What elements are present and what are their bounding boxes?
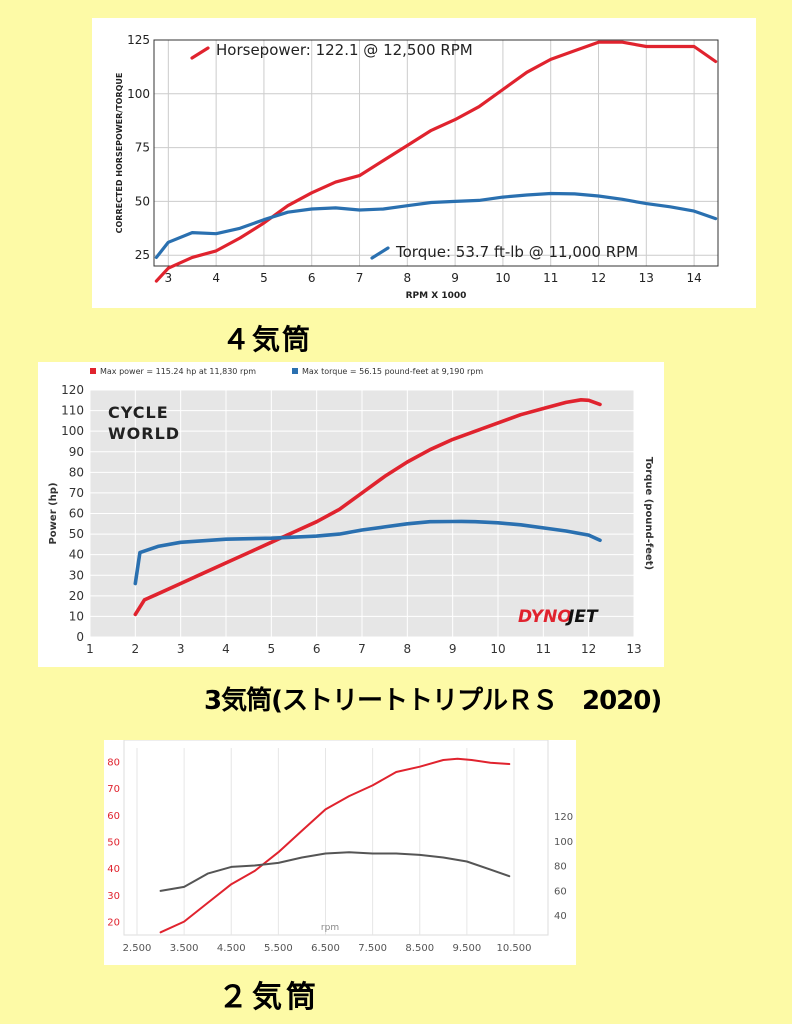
y-tick-label-50: 50 xyxy=(107,838,120,849)
chart-panel-3: 2.500 3.500 4.500 5.500 6.500 7.500 8.500 9.500… xyxy=(104,740,576,965)
chart-panel-2: 1 2 3 4 5 6 7 8 9 10 11 12 13 0 10 20 30 40 50 60 70 80 90 100 1… xyxy=(38,362,664,667)
x-tick-label-5: 7.500 xyxy=(358,943,387,954)
x-tick-label-8: 8 xyxy=(404,271,412,285)
legend-mark-horsepower xyxy=(190,46,210,60)
y-tick-label-75: 75 xyxy=(135,141,150,155)
y-tick-label-50: 50 xyxy=(135,194,150,208)
chart-1: 3 4 5 6 7 8 9 10 11 12 13 14 25 50 75 100 125 RPM X 1000 C… xyxy=(115,33,719,301)
x-tick-label-3: 3 xyxy=(165,271,173,285)
y2-axis-label: Torque (pound-feet) xyxy=(643,457,654,570)
y-tick-label-90: 90 xyxy=(69,445,84,459)
series-line-torque xyxy=(133,519,602,586)
x-tick-label-3: 3 xyxy=(177,642,185,656)
logo-part-1: DYNO xyxy=(518,607,572,627)
y2-tick-label-120: 120 xyxy=(554,812,573,823)
caption-4-cylinder: ４気筒 xyxy=(222,323,313,356)
y-tick-label-70: 70 xyxy=(69,486,84,500)
y-tick-label-110: 110 xyxy=(61,404,84,418)
legend-label-power: Max power = 115.24 hp at 11,830 rpm xyxy=(100,367,256,376)
x-tick-label-5: 5 xyxy=(268,642,276,656)
y-tick-label-0: 0 xyxy=(76,630,84,644)
x-tick-label-10: 10 xyxy=(490,642,505,656)
brand-line-1: CYCLE xyxy=(108,403,169,422)
legend-mark-power xyxy=(90,368,96,374)
x-tick-label-12: 12 xyxy=(581,642,596,656)
x-tick-label-2: 4.500 xyxy=(217,943,246,954)
x-tick-label-8: 10.500 xyxy=(497,943,532,954)
y-tick-label-40: 40 xyxy=(107,864,120,875)
y-tick-label-100: 100 xyxy=(127,87,150,101)
legend-label-horsepower: Horsepower: 122.1 @ 12,500 RPM xyxy=(216,41,473,59)
y-tick-label-20: 20 xyxy=(69,589,84,603)
caption-2-cylinder: ２気筒 xyxy=(218,980,320,1015)
y-axis-label: Power (hp) xyxy=(48,482,59,544)
y-tick-label-25: 25 xyxy=(135,248,150,262)
series-line-red xyxy=(159,757,511,934)
legend-label-torque: Torque: 53.7 ft-lb @ 11,000 RPM xyxy=(395,243,638,261)
y2-tick-label-100: 100 xyxy=(554,837,573,848)
x-tick-label-11: 11 xyxy=(536,642,551,656)
x-tick-label-8: 8 xyxy=(404,642,412,656)
x-tick-label-3: 5.500 xyxy=(264,943,293,954)
y-tick-label-30: 30 xyxy=(69,568,84,582)
series-line-power xyxy=(133,398,602,617)
y-tick-label-50: 50 xyxy=(69,527,84,541)
y-tick-label-120: 120 xyxy=(61,383,84,397)
y-tick-label-30: 30 xyxy=(107,891,120,902)
x-tick-label-7: 7 xyxy=(358,642,366,656)
y-tick-label-20: 20 xyxy=(107,918,120,929)
x-tick-label-11: 11 xyxy=(543,271,558,285)
x-tick-label-6: 8.500 xyxy=(405,943,434,954)
y-tick-label-60: 60 xyxy=(69,507,84,521)
series-line-gray xyxy=(159,851,511,892)
y2-tick-label-60: 60 xyxy=(554,886,567,897)
x-tick-label-4: 6.500 xyxy=(311,943,340,954)
legend-mark-torque xyxy=(292,368,298,374)
x-tick-label-5: 5 xyxy=(260,271,268,285)
x-tick-label-7: 7 xyxy=(356,271,364,285)
y-tick-label-10: 10 xyxy=(69,609,84,623)
x-tick-label-7: 9.500 xyxy=(453,943,482,954)
y2-tick-label-80: 80 xyxy=(554,862,567,873)
x-tick-label-13: 13 xyxy=(626,642,641,656)
x-axis-label: RPM X 1000 xyxy=(406,291,467,301)
x-tick-label-12: 12 xyxy=(591,271,606,285)
caption-3-cylinder: 3気筒(ストリートトリプルＲＳ 2020) xyxy=(204,686,662,716)
x-tick-label-6: 6 xyxy=(313,642,321,656)
x-tick-label-9: 9 xyxy=(451,271,459,285)
x-tick-label-13: 13 xyxy=(639,271,654,285)
x-tick-label-1: 1 xyxy=(86,642,94,656)
y-tick-label-40: 40 xyxy=(69,548,84,562)
plot-frame xyxy=(153,39,719,267)
x-tick-label-9: 9 xyxy=(449,642,457,656)
legend-label-torque: Max torque = 56.15 pound-feet at 9,190 r… xyxy=(302,367,483,376)
logo-part-2: JET xyxy=(565,607,599,627)
plot-frame xyxy=(123,740,549,936)
x-tick-label-1: 3.500 xyxy=(170,943,199,954)
brand-line-2: WORLD xyxy=(108,424,180,443)
chart-3: 2.500 3.500 4.500 5.500 6.500 7.500 8.500 9.500… xyxy=(107,740,573,954)
chart-2: 1 2 3 4 5 6 7 8 9 10 11 12 1301020304050607080901001… xyxy=(48,367,654,656)
legend-mark-torque xyxy=(370,246,390,260)
y-tick-label-60: 60 xyxy=(107,811,120,822)
series-line-horsepower xyxy=(154,40,718,283)
x-tick-label-2: 2 xyxy=(132,642,140,656)
x-axis-label: rpm xyxy=(321,923,339,933)
x-tick-label-4: 4 xyxy=(222,642,230,656)
y-tick-label-70: 70 xyxy=(107,784,120,795)
y-axis-label: CORRECTED HORSEPOWER/TORQUE xyxy=(115,73,124,234)
y-tick-label-125: 125 xyxy=(127,33,150,47)
series-line-torque xyxy=(154,191,718,259)
y-tick-label-100: 100 xyxy=(61,424,84,438)
chart-panel-1: 3 4 5 6 7 8 9 10 11 12 13 14 25 50 75 100 125 RPM X 1000 C… xyxy=(92,18,756,308)
x-tick-label-10: 10 xyxy=(495,271,510,285)
x-tick-label-0: 2.500 xyxy=(123,943,152,954)
y2-tick-label-40: 40 xyxy=(554,911,567,922)
x-tick-label-4: 4 xyxy=(212,271,220,285)
x-tick-label-6: 6 xyxy=(308,271,316,285)
y-tick-label-80: 80 xyxy=(69,465,84,479)
x-tick-label-14: 14 xyxy=(686,271,701,285)
y-tick-label-80: 80 xyxy=(107,757,120,768)
